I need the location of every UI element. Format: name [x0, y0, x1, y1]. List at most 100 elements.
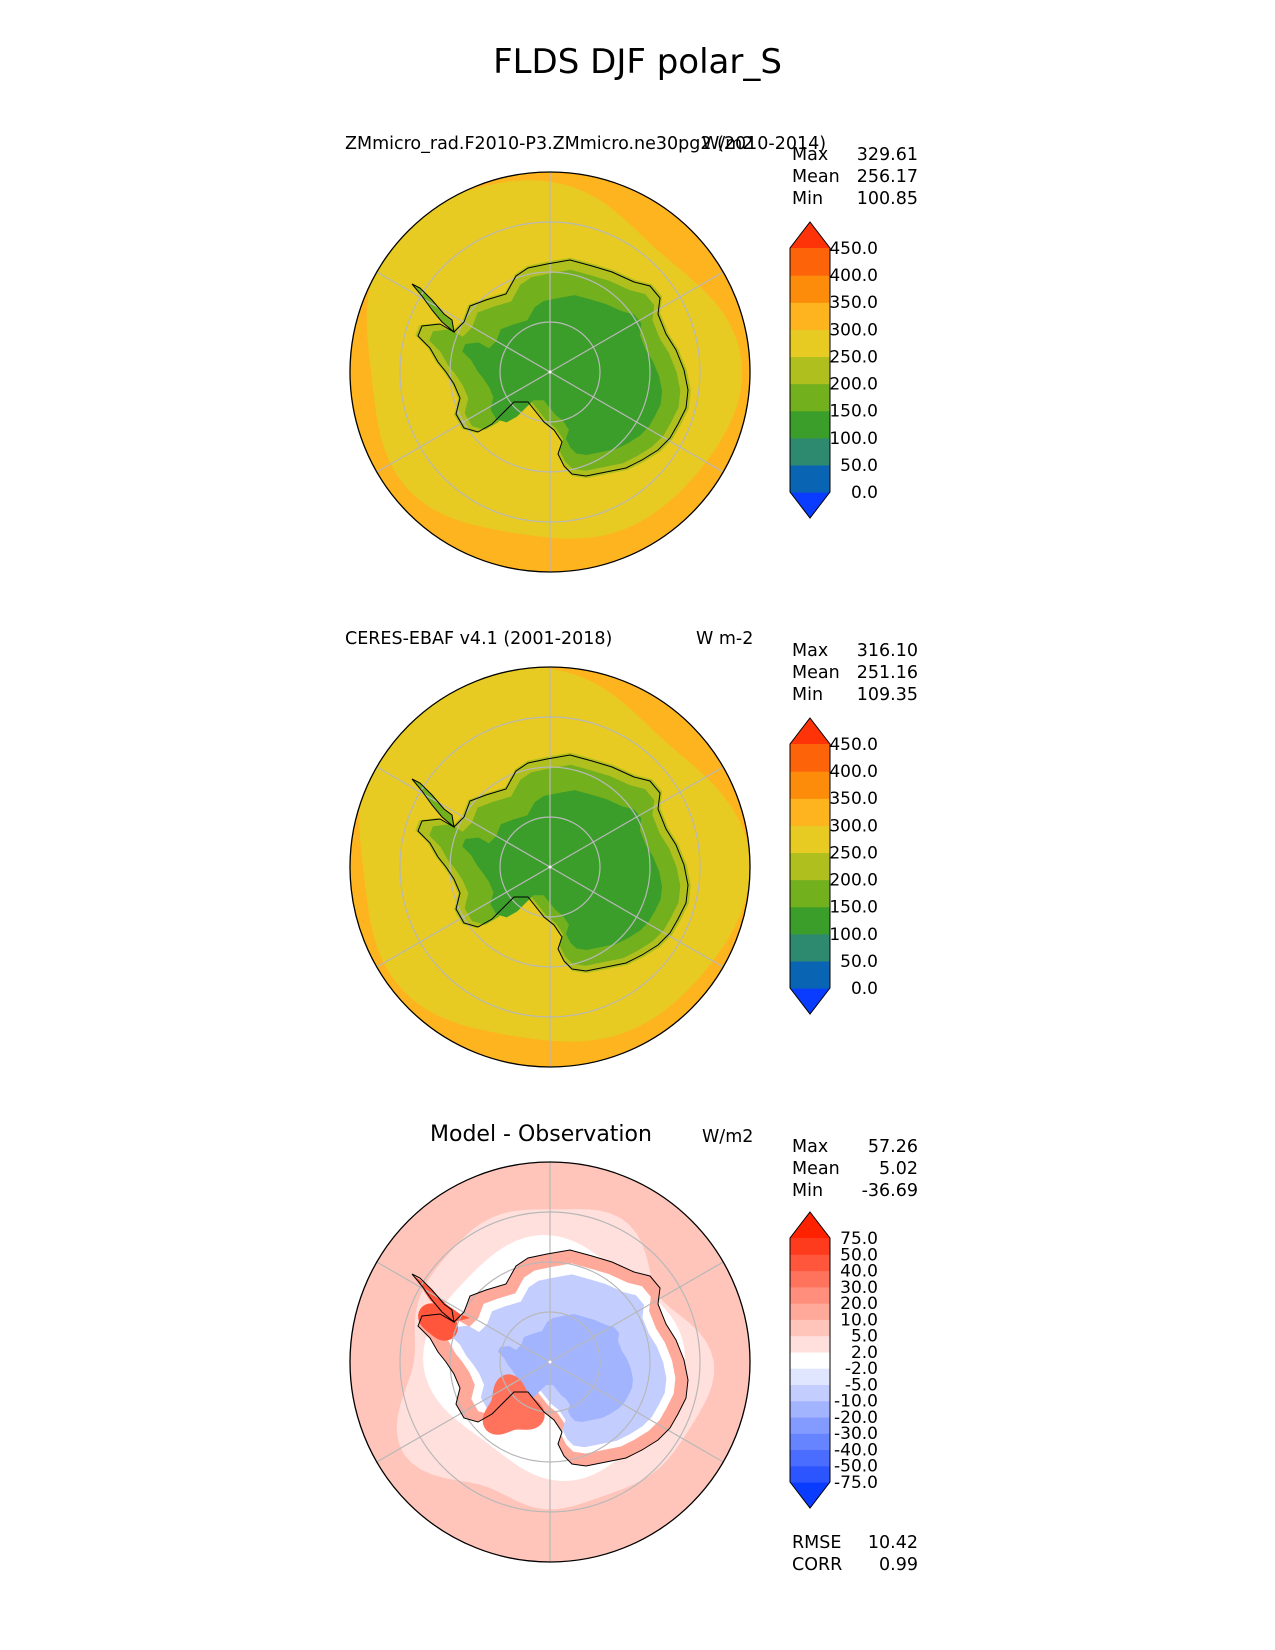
- corr-label: CORR: [792, 1555, 843, 1575]
- colorbar-outline: [789, 221, 831, 519]
- longitude-gridline: [376, 1361, 551, 1463]
- field-plateau-100-150: [462, 295, 663, 455]
- colorbar-segment: [790, 437, 830, 466]
- pole-marker: [548, 1360, 552, 1364]
- field-plateau-100-150: [462, 790, 663, 950]
- colorbar-segment: [790, 879, 830, 908]
- colorbar-segment: [790, 1238, 830, 1255]
- colorbar-segment: [790, 1270, 830, 1288]
- colorbar-segment: [790, 960, 830, 989]
- longitude-gridline: [549, 371, 724, 473]
- colorbar-segment: [790, 1335, 830, 1353]
- colorbar-segment: [790, 1416, 830, 1434]
- map-boundary: [349, 666, 751, 1068]
- stat-label: Max: [792, 145, 829, 165]
- colorbar-segment: [790, 1286, 830, 1304]
- colorbar-segment: [790, 1433, 830, 1451]
- stat-value: 57.26: [867, 1137, 918, 1157]
- longitude-gridline: [549, 271, 724, 373]
- stat-value: 316.10: [856, 641, 918, 661]
- coastline: [411, 1273, 455, 1324]
- map-boundary: [349, 171, 751, 573]
- colorbar-segment: [790, 852, 830, 881]
- corr-value: 0.99: [879, 1555, 918, 1575]
- colorbar-tick-label: 150.0: [829, 898, 878, 918]
- colorbar-tick-label: 75.0: [840, 1229, 878, 1249]
- panel-3-map: [349, 1161, 751, 1563]
- colorbar-tick-label: 300.0: [829, 816, 878, 836]
- coastline: [411, 778, 455, 829]
- colorbar-segment: [790, 1303, 830, 1320]
- colorbar-tick-label: 450.0: [829, 735, 878, 755]
- longitude-gridline: [376, 866, 551, 968]
- rmse-value: 10.42: [867, 1533, 918, 1553]
- colorbar-extend-min: [790, 1482, 830, 1508]
- colorbar-tick-label: -75.0: [834, 1473, 878, 1493]
- colorbar-tick-label: 30.0: [840, 1278, 878, 1298]
- colorbar-segment: [790, 1400, 830, 1418]
- colorbar-tick-label: 200.0: [829, 871, 878, 891]
- colorbar-tick-label: -30.0: [834, 1424, 878, 1444]
- colorbar-segment: [790, 1351, 830, 1369]
- colorbar-segment: [790, 1319, 830, 1337]
- colorbar-tick-label: 150.0: [829, 402, 878, 422]
- panel-2-title-left: CERES-EBAF v4.1 (2001-2018): [345, 629, 613, 649]
- coastline: [417, 259, 689, 477]
- colorbar-tick-label: 50.0: [840, 1245, 878, 1265]
- colorbar-tick-label: -5.0: [845, 1375, 878, 1395]
- colorbar-tick-label: -2.0: [845, 1359, 878, 1379]
- stat-label: Min: [792, 189, 824, 209]
- colorbar-tick-label: -20.0: [834, 1408, 878, 1428]
- panel-3-colorbar: -75.0-50.0-40.0-30.0-20.0-10.0-5.0-2.02.…: [789, 1211, 878, 1509]
- stat-value: 5.02: [879, 1159, 918, 1179]
- colorbar-tick-label: 400.0: [829, 266, 878, 286]
- stat-value: -36.69: [861, 1181, 918, 1201]
- panel-3-units: W/m2: [702, 1127, 754, 1147]
- colorbar-tick-label: 20.0: [840, 1294, 878, 1314]
- colorbar-extend-max: [790, 1212, 830, 1238]
- stat-label: Mean: [792, 167, 840, 187]
- colorbar-extend-max: [790, 718, 830, 744]
- colorbar-extend-max: [790, 222, 830, 248]
- longitude-gridline: [549, 1261, 724, 1363]
- stat-label: Min: [792, 685, 824, 705]
- longitude-gridline: [549, 866, 724, 968]
- panel-3-title: Model - Observation: [430, 1122, 652, 1147]
- colorbar-tick-label: 50.0: [840, 952, 878, 972]
- stat-label: Mean: [792, 663, 840, 683]
- field-ross-positive: [482, 1374, 545, 1435]
- colorbar-segment: [790, 329, 830, 358]
- panel-2-colorbar: 0.0 50.0 100.0 150.0 200.0 250.0 300.0 350.0 400…: [789, 717, 878, 1015]
- figure-title: FLDS DJF polar_S: [493, 42, 782, 82]
- colorbar-tick-label: 250.0: [829, 843, 878, 863]
- colorbar-segment: [790, 825, 830, 854]
- stat-label: Max: [792, 1137, 829, 1157]
- field-peninsula-positive: [414, 1276, 470, 1322]
- colorbar-tick-label: 5.0: [851, 1327, 878, 1347]
- rmse-label: RMSE: [792, 1533, 842, 1553]
- colorbar-segment: [790, 1368, 830, 1385]
- colorbar-tick-label: -50.0: [834, 1457, 878, 1477]
- field-peninsula-positive: [418, 1303, 458, 1341]
- stat-value: 251.16: [856, 663, 918, 683]
- colorbar-tick-label: 350.0: [829, 293, 878, 313]
- colorbar-tick-label: 0.0: [851, 979, 878, 999]
- coastline: [411, 283, 455, 334]
- stat-value: 109.35: [856, 685, 918, 705]
- panel-2-map: [349, 666, 751, 1068]
- panel-3-stats: Max 57.26 Mean 5.02 Min -36.69: [792, 1136, 918, 1202]
- colorbar-segment: [790, 1254, 830, 1272]
- colorbar-segment: [790, 1465, 830, 1483]
- panel-1-stats: Max 329.61 Mean 256.17 Min 100.85: [792, 144, 918, 210]
- coastline: [417, 1249, 689, 1467]
- colorbar-segment: [790, 410, 830, 439]
- panel-1-map: [349, 171, 751, 573]
- stat-label: Max: [792, 641, 829, 661]
- panel-2-units: W m-2: [696, 629, 754, 649]
- panel-1-units: W/m2: [702, 134, 754, 154]
- colorbar-tick-label: 350.0: [829, 789, 878, 809]
- colorbar-segment: [790, 275, 830, 303]
- panel-2-stats: Max 316.10 Mean 251.16 Min 109.35: [792, 640, 918, 706]
- map-boundary: [349, 1161, 751, 1563]
- colorbar-segment: [790, 383, 830, 412]
